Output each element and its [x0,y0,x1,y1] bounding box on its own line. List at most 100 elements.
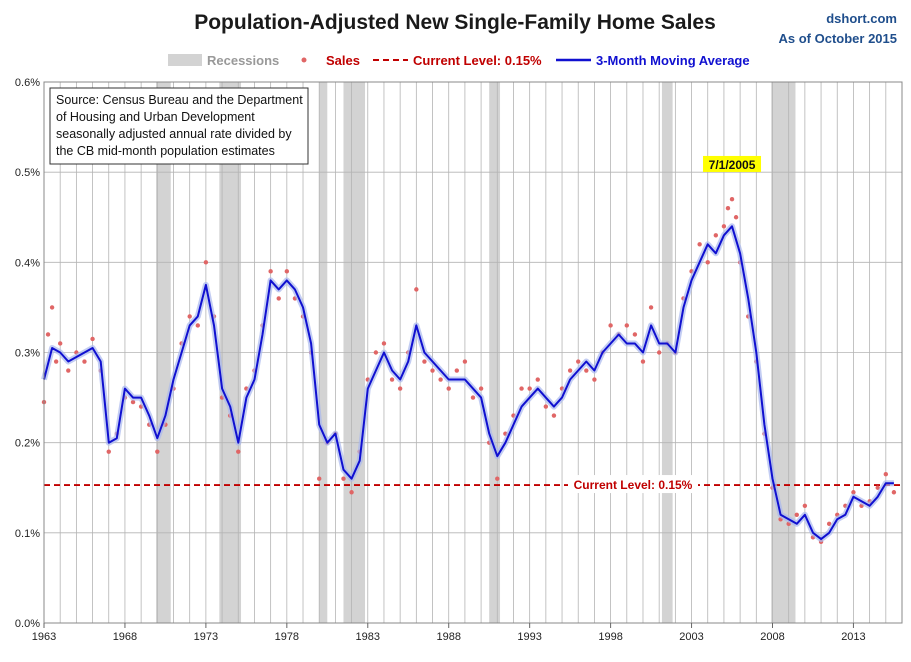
sales-point [851,490,856,495]
sales-point [373,350,379,355]
sales-point [608,323,613,328]
y-tick-label-2: 0.2% [15,438,40,450]
source-note-line-2: of Housing and Urban Development [56,110,255,124]
source-note-box [49,87,309,165]
chart-title: Population-Adjusted New Single-Family Ho… [194,11,716,34]
y-tick-label-4: 0.4% [15,257,40,269]
x-tick-label-5: 1988 [436,631,460,643]
sales-point [535,377,540,382]
sales-point [802,503,808,508]
source-note-line-1: Source: Census Bureau and the Department [56,93,303,107]
legend-recessions-label: Recessions [207,53,279,68]
sales-point [284,269,290,274]
sales-point [203,260,209,265]
sales-point [584,368,589,373]
sales-point [414,287,419,292]
x-tick-label-1: 1968 [113,631,137,643]
sales-point [576,359,581,364]
sales-point [187,314,192,319]
sales-point [155,449,160,454]
legend-current-label: Current Level: 0.15% [413,53,542,68]
current-level-callout: Current Level: 0.15% [574,478,693,492]
sales-point [82,359,87,364]
sales-point [875,485,880,490]
sales-point [381,341,387,346]
brand-label: dshort.com [826,11,897,26]
sales-point [470,395,476,400]
sales-point [624,323,629,328]
y-tick-label-5: 0.5% [15,167,40,179]
sales-point [725,206,731,211]
sales-point [883,472,889,477]
sales-point [268,269,273,274]
legend: Recessions Sales Current Level: 0.15% 3-… [168,53,750,68]
moving-average-line [43,225,894,541]
sales-point [45,332,51,337]
sales-point [90,336,95,342]
sales-point [519,386,524,391]
sales-point [632,332,638,337]
sales-point [891,490,897,495]
sales-point [705,260,710,265]
legend-sales-label: Sales [326,53,360,68]
sales-point [66,368,71,373]
x-tick-label-8: 2003 [679,631,703,643]
sales-point [438,377,443,382]
legend-sales-marker [301,57,307,63]
sales-point [826,521,832,527]
peak-callout-bg [703,155,762,172]
sales-point [478,386,484,391]
sales-point [106,449,111,454]
peak-callout: 7/1/2005 [709,158,756,172]
x-axis: 1963 1968 1973 1978 1983 1988 1993 1998 2003 2008… [32,623,866,643]
x-tick-label-4: 1983 [356,631,380,643]
sales-point [713,233,719,238]
sales-point [130,399,136,405]
y-axis: 0.0% 0.1% 0.2% 0.3% 0.4% 0.5% 0.6% [15,77,40,630]
sales-point [430,368,435,373]
sales-point [729,197,735,202]
x-tick-label-7: 1998 [598,631,622,643]
sales-point [551,413,557,418]
sales-point [57,341,63,346]
sales-point [276,296,281,301]
sales-point [236,449,241,454]
y-tick-label-1: 0.1% [15,528,40,540]
sales-point [53,359,59,364]
sales-point [389,377,395,382]
sales-point [733,215,739,220]
sales-point [495,476,500,481]
y-tick-label-6: 0.6% [15,77,40,89]
moving-average-group [41,223,894,543]
sales-point [640,359,646,364]
sales-point [543,404,549,409]
x-tick-label-10: 2013 [841,631,865,643]
annotations: Current Level: 0.15% 7/1/2005 [568,155,762,494]
sales-point [422,359,427,364]
sales-point [648,305,654,310]
current-level-callout-bg [568,475,698,494]
sales-point [794,512,799,517]
x-tick-label-9: 2008 [760,631,784,643]
legend-recession-swatch [168,54,202,66]
sales-point [656,350,662,355]
source-note: Source: Census Bureau and the Department… [49,87,309,165]
x-tick-label-6: 1993 [517,631,541,643]
sales-point [349,490,354,495]
x-tick-label-0: 1963 [32,631,56,643]
sales-point [592,377,597,382]
y-tick-label-3: 0.3% [15,348,40,360]
as-of-label: As of October 2015 [779,31,898,46]
source-note-line-4: the CB mid-month population estimates [56,144,275,158]
sales-point [721,224,727,229]
plot-area-border [43,81,903,624]
sales-point [567,368,573,373]
y-tick-label-0: 0.0% [15,618,40,630]
sales-point [527,386,532,391]
sales-point [397,386,403,391]
sales-point [454,368,460,373]
x-tick-label-2: 1973 [194,631,218,643]
sales-point [446,386,451,391]
sales-point [317,476,322,481]
